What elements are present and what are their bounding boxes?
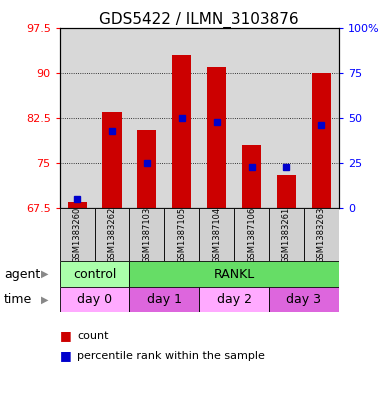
Text: day 1: day 1	[147, 293, 182, 306]
Text: count: count	[77, 331, 109, 341]
Bar	[242, 145, 261, 208]
Bar	[137, 130, 156, 208]
FancyBboxPatch shape	[199, 208, 234, 261]
FancyBboxPatch shape	[234, 208, 269, 261]
Bar	[102, 112, 122, 208]
FancyBboxPatch shape	[164, 208, 199, 261]
FancyBboxPatch shape	[95, 208, 129, 261]
Text: ■: ■	[60, 329, 72, 343]
Text: ■: ■	[60, 349, 72, 362]
FancyBboxPatch shape	[60, 208, 95, 261]
Bar	[207, 67, 226, 208]
Title: GDS5422 / ILMN_3103876: GDS5422 / ILMN_3103876	[99, 11, 299, 28]
Text: day 2: day 2	[217, 293, 252, 306]
Text: percentile rank within the sample: percentile rank within the sample	[77, 351, 265, 361]
Bar	[172, 55, 191, 208]
Text: GSM1383260: GSM1383260	[73, 207, 82, 263]
Text: day 3: day 3	[286, 293, 321, 306]
FancyBboxPatch shape	[60, 287, 129, 312]
FancyBboxPatch shape	[199, 287, 269, 312]
FancyBboxPatch shape	[304, 208, 339, 261]
Text: agent: agent	[4, 268, 40, 281]
FancyBboxPatch shape	[269, 208, 304, 261]
Text: GSM1383262: GSM1383262	[107, 207, 117, 263]
Bar	[67, 202, 87, 208]
Bar	[277, 175, 296, 208]
Text: GSM1387104: GSM1387104	[212, 207, 221, 263]
Text: ▶: ▶	[40, 269, 48, 279]
Text: GSM1387103: GSM1387103	[142, 207, 151, 263]
FancyBboxPatch shape	[129, 261, 339, 287]
FancyBboxPatch shape	[129, 287, 199, 312]
Text: GSM1383261: GSM1383261	[282, 207, 291, 263]
FancyBboxPatch shape	[60, 261, 129, 287]
Text: GSM1383263: GSM1383263	[317, 207, 326, 263]
Text: GSM1387106: GSM1387106	[247, 207, 256, 263]
Text: time: time	[4, 293, 32, 306]
Text: ▶: ▶	[40, 295, 48, 305]
FancyBboxPatch shape	[129, 208, 164, 261]
FancyBboxPatch shape	[269, 287, 339, 312]
Text: control: control	[73, 268, 116, 281]
Text: RANKL: RANKL	[214, 268, 255, 281]
Text: day 0: day 0	[77, 293, 112, 306]
Text: GSM1387105: GSM1387105	[177, 207, 186, 263]
Bar	[312, 73, 331, 208]
